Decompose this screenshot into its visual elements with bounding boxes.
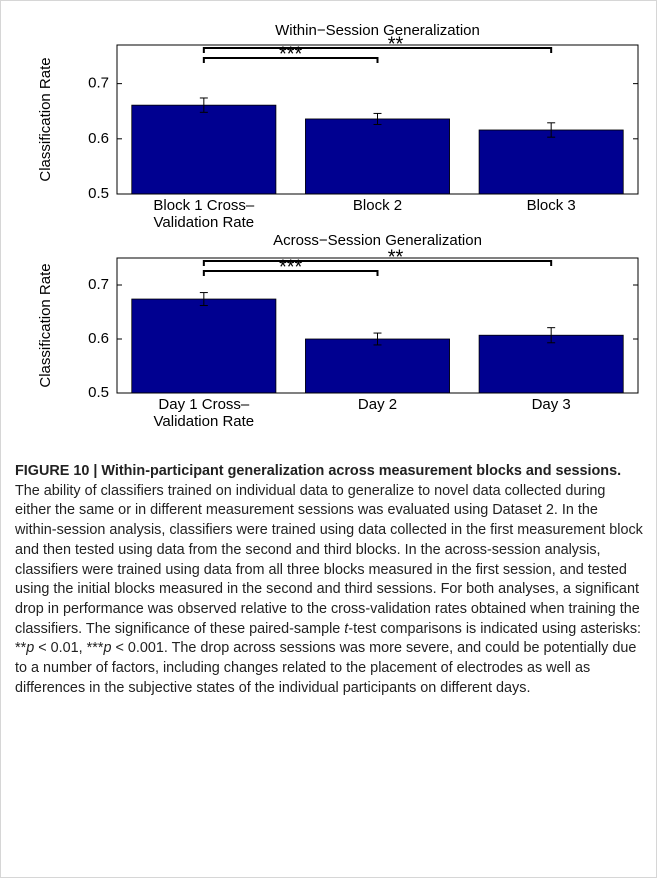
x-tick-label: Day 3 bbox=[532, 396, 571, 413]
chart-title: Across−Session Generalization bbox=[273, 232, 482, 249]
y-tick-label: 0.6 bbox=[88, 130, 109, 147]
significance-bracket bbox=[202, 270, 379, 276]
significance-bracket bbox=[202, 47, 553, 53]
y-axis-label: Classification Rate bbox=[37, 263, 54, 387]
significance-label: ** bbox=[388, 246, 404, 268]
caption-italic: p bbox=[26, 640, 35, 657]
caption-text: < 0.001. The drop across sessions was mo… bbox=[15, 640, 637, 696]
plot-frame bbox=[116, 44, 639, 195]
error-bar bbox=[199, 97, 208, 113]
error-bar bbox=[373, 112, 382, 125]
bar bbox=[131, 298, 277, 394]
error-bar bbox=[547, 122, 556, 138]
caption-text: < 0.01, *** bbox=[34, 640, 104, 657]
caption-label: FIGURE 10 | Within-participant generaliz… bbox=[15, 463, 622, 479]
plot-frame bbox=[116, 257, 639, 394]
error-bar bbox=[373, 332, 382, 346]
bar bbox=[478, 129, 624, 195]
x-tick-label: Day 1 Cross– Validation Rate bbox=[154, 396, 255, 430]
bar bbox=[478, 334, 624, 394]
significance-bracket bbox=[202, 260, 553, 266]
y-tick-label: 0.6 bbox=[88, 330, 109, 347]
y-tick-label: 0.7 bbox=[88, 75, 109, 92]
y-tick-label: 0.7 bbox=[88, 276, 109, 293]
caption-italic: t bbox=[344, 620, 349, 637]
caption: FIGURE 10 | Within-participant generaliz… bbox=[15, 462, 643, 698]
y-tick-label: 0.5 bbox=[88, 384, 109, 401]
significance-label: *** bbox=[279, 256, 303, 278]
caption-text: The ability of classifiers trained on in… bbox=[15, 482, 643, 637]
error-bar bbox=[199, 292, 208, 307]
significance-label: ** bbox=[388, 33, 404, 55]
charts: Within−Session Generalization Classificat… bbox=[37, 22, 639, 430]
y-axis-label: Classification Rate bbox=[37, 57, 54, 181]
x-tick-label: Day 2 bbox=[358, 396, 397, 413]
bar bbox=[131, 104, 277, 195]
significance-bracket bbox=[202, 57, 379, 63]
bar bbox=[305, 118, 450, 195]
caption-text: -test comparisons is indicated using ast… bbox=[15, 620, 642, 657]
error-bar bbox=[547, 327, 556, 344]
x-tick-label: Block 2 bbox=[353, 197, 402, 214]
x-tick-label: Block 1 Cross– Validation Rate bbox=[153, 197, 255, 231]
chart-title: Within−Session Generalization bbox=[275, 22, 480, 39]
y-tick-label: 0.5 bbox=[88, 185, 109, 202]
x-tick-label: Block 3 bbox=[527, 197, 576, 214]
caption-italic: p bbox=[103, 640, 112, 657]
bar bbox=[305, 338, 450, 394]
significance-label: *** bbox=[279, 43, 303, 65]
